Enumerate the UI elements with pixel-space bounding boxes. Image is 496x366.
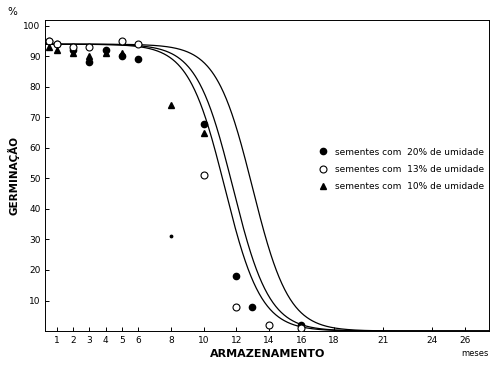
Text: %: % xyxy=(7,7,17,16)
X-axis label: ARMAZENAMENTO: ARMAZENAMENTO xyxy=(209,349,325,359)
Text: meses: meses xyxy=(462,349,489,358)
Y-axis label: GERMINAÇÃO: GERMINAÇÃO xyxy=(7,136,19,215)
Legend: sementes com  20% de umidade, sementes com  13% de umidade, sementes com  10% de: sementes com 20% de umidade, sementes co… xyxy=(314,147,485,191)
